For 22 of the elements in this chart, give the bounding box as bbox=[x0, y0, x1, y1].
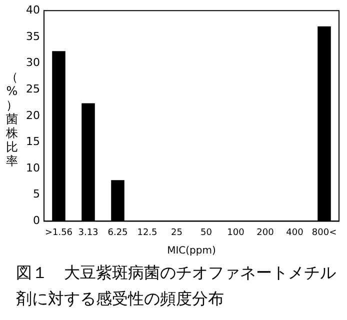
y-tick-label: 20 bbox=[26, 108, 40, 122]
x-axis-title: MIC(ppm) bbox=[167, 246, 216, 257]
y-tick-label: 5 bbox=[32, 188, 40, 201]
y-tick-label: 25 bbox=[26, 82, 40, 96]
y-tick-label: 40 bbox=[26, 3, 40, 16]
x-tick-label: 12.5 bbox=[137, 228, 158, 238]
text: 図１ 大豆紫斑病菌のチオファネートメチル剤に対する感受性の頻度分布 bbox=[16, 262, 336, 310]
x-tick-label: 50 bbox=[200, 228, 212, 238]
y-tick-label: 10 bbox=[26, 161, 40, 174]
y-tick-label: 35 bbox=[26, 30, 40, 43]
y-axis-title: （%）菌株比率 bbox=[5, 70, 19, 168]
x-tick-label: 25 bbox=[171, 228, 182, 238]
x-tick-label: 3.13 bbox=[78, 228, 98, 238]
x-tick-label: >1.56 bbox=[44, 228, 73, 238]
x-tick-label: 6.25 bbox=[108, 228, 128, 238]
y-tick-label: 30 bbox=[26, 56, 40, 70]
y-tick-label: 0 bbox=[32, 214, 40, 228]
y-tick-label: 15 bbox=[26, 135, 40, 148]
x-tick-label: 800< bbox=[312, 228, 337, 238]
x-tick-label: 400 bbox=[286, 228, 304, 238]
x-tick-label: 100 bbox=[227, 228, 245, 238]
x-tick-label: 200 bbox=[256, 228, 274, 238]
